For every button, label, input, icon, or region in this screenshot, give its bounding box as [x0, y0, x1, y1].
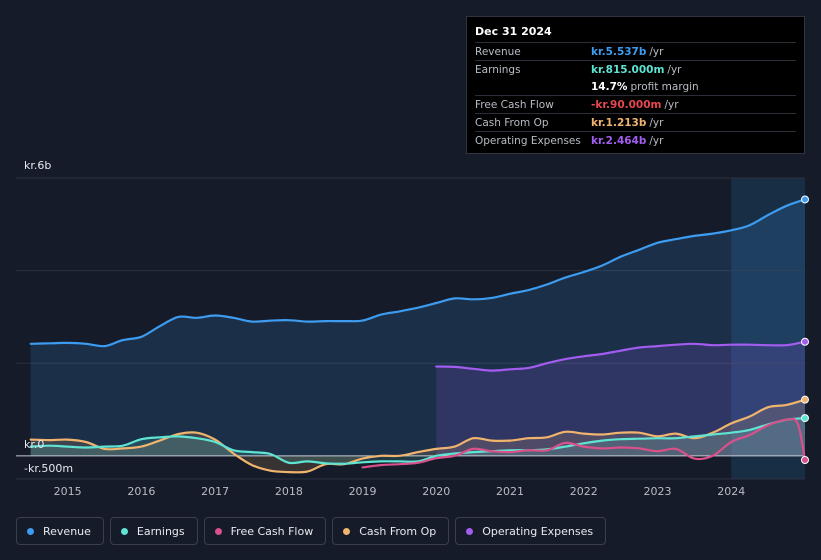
line-operating-expenses	[435, 340, 807, 372]
tooltip-row: Revenue kr.5.537b/yr	[475, 42, 796, 60]
tooltip-row-value: kr.2.464b	[591, 134, 647, 147]
tooltip-row-unit: /yr	[649, 116, 664, 129]
legend-dot-icon	[120, 527, 128, 535]
y-label-zero: kr.0	[24, 438, 44, 451]
series-lines	[29, 198, 807, 474]
tooltip-row-label: Cash From Op	[475, 116, 549, 129]
legend-label: Operating Expenses	[482, 524, 594, 538]
legend-item-earnings[interactable]: Earnings	[109, 517, 198, 545]
x-tick-label: 2021	[496, 485, 524, 498]
x-tick-label: 2015	[54, 485, 82, 498]
tooltip-rows: Revenue kr.5.537b/yr Earnings kr.815.000m/y…	[475, 42, 796, 149]
legend-item-revenue[interactable]: Revenue	[16, 517, 104, 545]
series-endpoints	[801, 195, 809, 465]
x-tick-label: 2020	[422, 485, 450, 498]
legend-label: Earnings	[136, 524, 185, 538]
chart-legend: Revenue Earnings Free Cash Flow Cash From O…	[16, 517, 607, 545]
tooltip-row-unit: /yr	[667, 63, 682, 76]
legend-label: Free Cash Flow	[230, 524, 314, 538]
tooltip-row-label: Operating Expenses	[475, 134, 581, 147]
legend-dot-icon	[466, 527, 474, 535]
tooltip-row-value: -kr.90.000m	[591, 98, 662, 111]
area-cash-from-op	[30, 399, 805, 473]
tooltip-row-value: kr.5.537b	[591, 45, 647, 58]
tooltip-row: Cash From Op kr.1.213b/yr	[475, 113, 796, 131]
area-operating-expenses	[436, 341, 805, 456]
legend-item-operating-expenses[interactable]: Operating Expenses	[455, 517, 607, 545]
x-tick-label: 2018	[275, 485, 303, 498]
series-areas	[30, 199, 805, 473]
tooltip-row: Free Cash Flow -kr.90.000m/yr	[475, 95, 796, 113]
legend-label: Cash From Op	[359, 524, 437, 538]
endpoint-operating-expenses	[801, 337, 809, 346]
legend-label: Revenue	[43, 524, 91, 538]
tooltip-row-label: Free Cash Flow	[475, 98, 554, 111]
endpoint-cash-from-op	[801, 395, 809, 404]
line-revenue	[29, 198, 807, 348]
tooltip-row-unit: /yr	[649, 45, 664, 58]
legend-dot-icon	[214, 527, 222, 535]
x-tick-label: 2019	[349, 485, 377, 498]
legend-item-free-cash-flow[interactable]: Free Cash Flow	[203, 517, 327, 545]
tooltip-row-unit: profit margin	[630, 80, 699, 93]
tooltip-row-unit: /yr	[649, 134, 664, 147]
x-tick-label: 2016	[127, 485, 155, 498]
y-label-bottom: -kr.500m	[24, 462, 73, 475]
tooltip-row-label: Earnings	[475, 63, 521, 76]
endpoint-revenue	[801, 195, 809, 204]
legend-dot-icon	[27, 527, 34, 535]
tooltip-row-value: kr.1.213b	[591, 116, 647, 129]
tooltip-row: 14.7% profit margin	[475, 78, 796, 95]
legend-item-cash-from-op[interactable]: Cash From Op	[332, 517, 450, 545]
x-tick-label: 2022	[570, 485, 598, 498]
data-tooltip: Dec 31 2024 Revenue kr.5.537b/yr Earnings k…	[466, 16, 805, 154]
line-free-cash-flow	[361, 417, 807, 469]
endpoint-earnings	[801, 414, 809, 423]
x-tick-label: 2024	[717, 485, 745, 498]
tooltip-row-label: Revenue	[475, 45, 521, 58]
tooltip-row: Operating Expenses kr.2.464b/yr	[475, 131, 796, 149]
legend-dot-icon	[343, 527, 351, 535]
tooltip-row-unit: /yr	[664, 98, 679, 111]
line-cash-from-op	[29, 398, 807, 474]
tooltip-row: Earnings kr.815.000m/yr	[475, 60, 796, 78]
area-revenue	[30, 199, 805, 456]
x-tick-label: 2017	[201, 485, 229, 498]
x-axis-ticks: 2015 2016 2017 2018 2019 2020 2021 2022 2023 2024	[54, 485, 746, 498]
x-tick-label: 2023	[644, 485, 672, 498]
area-earnings	[30, 418, 805, 464]
tooltip-date: Dec 31 2024	[475, 25, 552, 38]
line-earnings	[29, 417, 807, 465]
y-label-top: kr.6b	[24, 159, 51, 172]
tooltip-row-value: kr.815.000m	[591, 63, 665, 76]
tooltip-row-value: 14.7%	[591, 80, 628, 93]
endpoint-free-cash-flow	[801, 456, 809, 465]
